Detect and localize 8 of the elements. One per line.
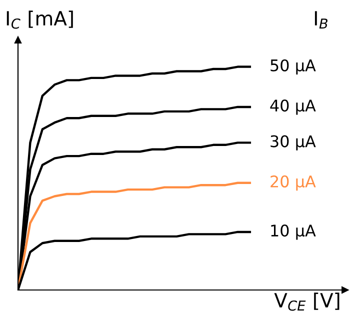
x-axis-title: V$_{CE}$ [V] [274, 292, 340, 311]
series-label: 50 μA [270, 59, 316, 75]
legend-title: I$_{B}$ [314, 11, 328, 29]
series-label: 20 μA [270, 175, 316, 191]
series-label: 10 μA [271, 224, 316, 240]
series-label: 40 μA [270, 100, 316, 115]
series-label: 30 μA [270, 135, 316, 150]
y-axis-title: I$_{C}$ [mA] [6, 10, 73, 29]
